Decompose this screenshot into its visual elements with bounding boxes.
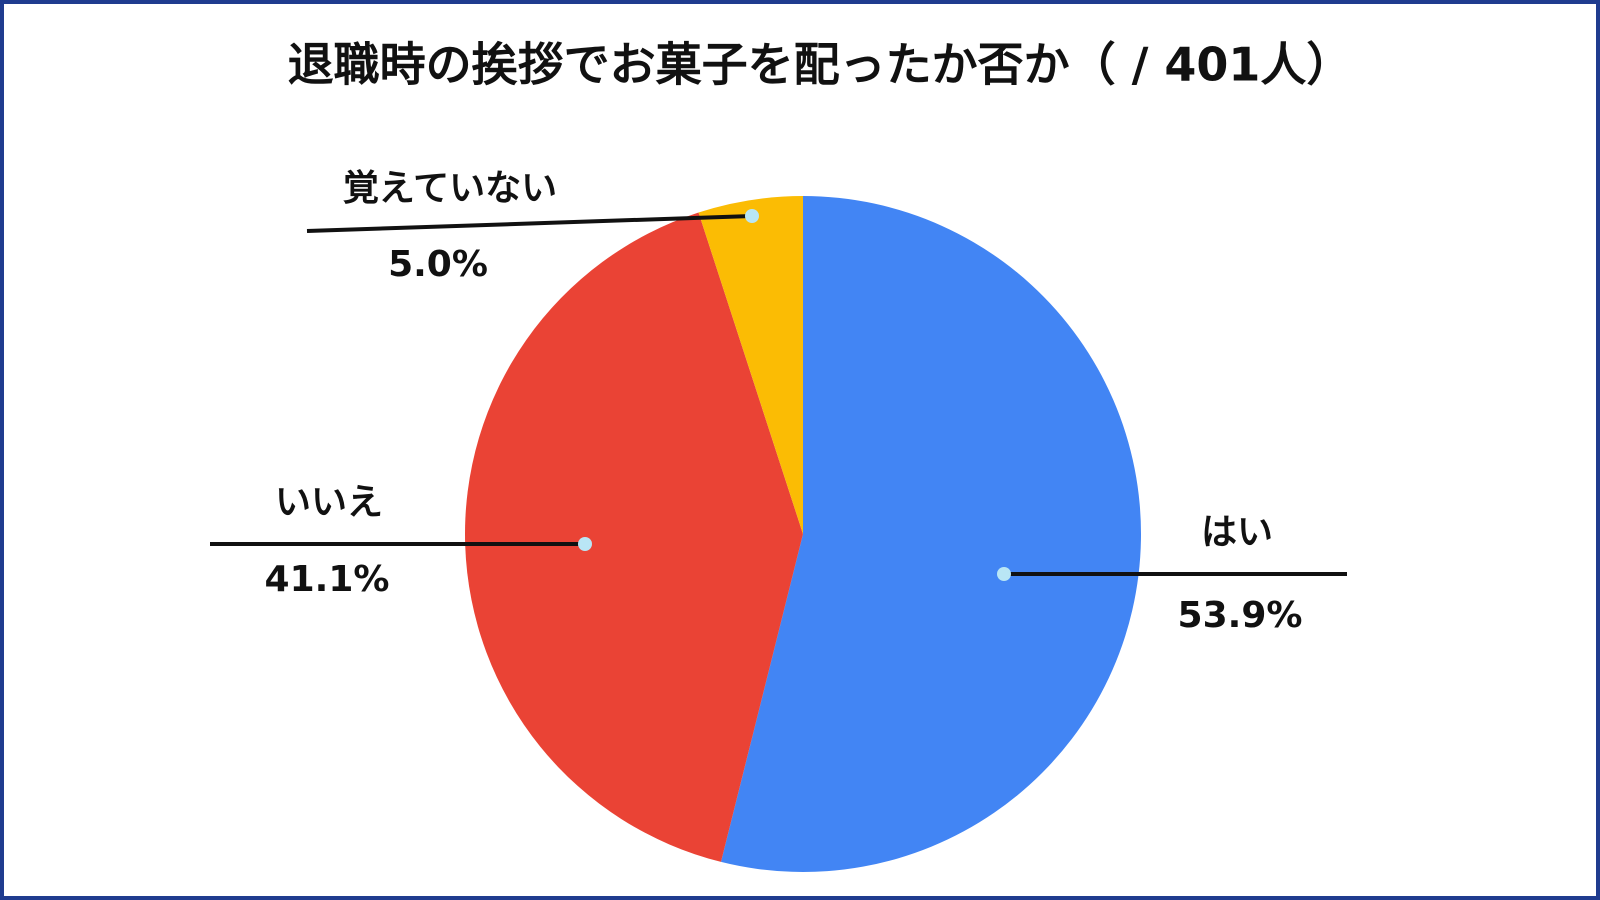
chart-title: 退職時の挨拶でお菓子を配ったか否か（ / 401人） (288, 38, 1353, 92)
slice-label: いいえ (275, 482, 383, 523)
pie-slice (721, 196, 1141, 872)
value-label: 53.9% (1178, 595, 1303, 636)
slice-label: はい (1201, 512, 1273, 553)
pie-slice (465, 212, 803, 862)
leader-line (306, 214, 753, 233)
leader-dot (997, 567, 1011, 581)
leader-dot (578, 537, 592, 551)
value-label: 5.0% (388, 244, 488, 285)
slice-label: 覚えていない (343, 168, 557, 209)
pie-slice (698, 196, 803, 534)
value-label: 41.1% (265, 559, 390, 600)
leader-dot (745, 209, 759, 223)
